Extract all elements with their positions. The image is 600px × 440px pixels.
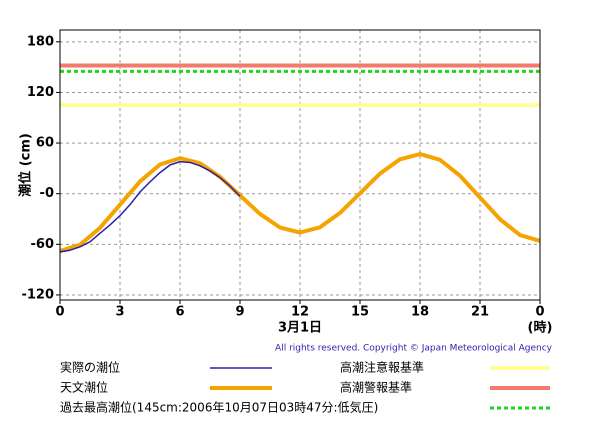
- x-tick-label: 21: [471, 305, 489, 320]
- y-tick-label: -0: [40, 186, 54, 201]
- y-tick-label: -120: [21, 287, 54, 302]
- x-tick-label: 0: [535, 305, 544, 320]
- copyright: All rights reserved. Copyright © Japan M…: [275, 344, 553, 354]
- x-axis-label: 3月1日: [278, 321, 322, 336]
- y-axis-label: 潮位 (cm): [18, 133, 34, 197]
- y-tick-label: 180: [27, 34, 54, 49]
- x-axis-unit: (時): [528, 320, 553, 336]
- x-tick-label: 18: [411, 305, 429, 320]
- x-tick-label: 12: [291, 305, 309, 320]
- x-tick-label: 3: [115, 305, 124, 320]
- legend-label: 実際の潮位: [60, 360, 120, 375]
- series-line: [59, 160, 241, 253]
- x-tick-label: 6: [175, 305, 184, 320]
- y-tick-label: 60: [36, 136, 54, 151]
- x-tick-label: 0: [55, 305, 64, 320]
- x-tick-label: 15: [351, 305, 369, 320]
- legend-label: 高潮注意報基準: [340, 360, 424, 375]
- y-tick-label: 120: [27, 85, 54, 100]
- plot: [59, 30, 541, 300]
- y-tick-label: -60: [31, 237, 55, 252]
- x-tick-label: 9: [235, 305, 244, 320]
- legend-label: 高潮警報基準: [340, 380, 412, 395]
- series-line: [59, 152, 541, 253]
- legend-label: 天文潮位: [60, 380, 108, 395]
- legend-label: 過去最高潮位(145cm:2006年10月07日03時47分:低気圧): [60, 400, 378, 415]
